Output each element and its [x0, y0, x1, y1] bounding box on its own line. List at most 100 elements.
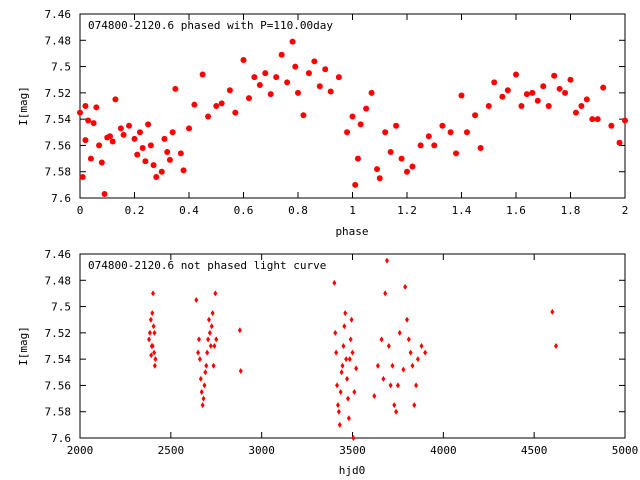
- raw-data-point: [149, 352, 154, 359]
- raw-data-point: [202, 382, 207, 389]
- raw-data-point: [206, 316, 211, 323]
- phased-data-point: [578, 103, 585, 109]
- raw-data-point: [350, 349, 355, 356]
- phased-data-point: [240, 57, 247, 63]
- raw-data-point: [345, 395, 350, 402]
- phased-data-point: [180, 167, 187, 174]
- raw-data-point: [349, 316, 354, 323]
- raw-x-tick-label: 5000: [612, 444, 639, 457]
- phased-data-point: [131, 135, 138, 142]
- phased-data-point: [545, 103, 552, 109]
- raw-x-tick-label: 3000: [248, 444, 275, 457]
- phased-data-point: [251, 74, 258, 81]
- phased-data-point: [447, 129, 454, 136]
- raw-data-point: [196, 336, 201, 343]
- phased-data-point: [572, 109, 579, 116]
- phased-data-point: [439, 122, 446, 129]
- phased-data-point: [504, 87, 511, 94]
- phased-data-point: [136, 129, 143, 136]
- phased-data-point: [278, 51, 285, 58]
- raw-axis-ticks: 2000 2500 3000 3500 4000 4500 5000 7.46 7.48 7.5 7…: [45, 248, 639, 457]
- raw-y-tick-label: 7.46: [45, 248, 72, 261]
- raw-data-point: [337, 421, 342, 428]
- phased-data-point: [153, 173, 160, 180]
- phased-data-point: [213, 103, 220, 109]
- phased-data-point: [540, 83, 547, 90]
- phased-data-point: [485, 103, 492, 109]
- phased-data-point: [142, 158, 149, 165]
- raw-data-point: [354, 365, 359, 372]
- phased-data-point: [158, 168, 165, 175]
- phased-x-tick-label: 1: [349, 204, 356, 217]
- phased-data-point: [79, 173, 86, 180]
- phased-data-point: [172, 85, 179, 92]
- phased-data-point: [491, 79, 498, 86]
- raw-data-point: [151, 323, 156, 330]
- phased-x-tick-label: 1.2: [397, 204, 417, 217]
- phased-x-tick-label: 2: [622, 204, 629, 217]
- raw-data-point: [347, 356, 352, 363]
- phased-data-point: [186, 125, 192, 132]
- phased-x-tick-label: 0.6: [234, 204, 254, 217]
- raw-plot-frame: [79, 253, 626, 439]
- raw-data-point: [199, 389, 204, 395]
- phased-data-point: [166, 156, 173, 163]
- phased-data-point: [161, 135, 168, 142]
- phased-data-point: [273, 74, 280, 81]
- phased-data-point: [431, 142, 438, 149]
- phased-data-point: [262, 70, 269, 77]
- phased-data-point: [93, 104, 100, 111]
- raw-data-point: [372, 392, 377, 399]
- raw-data-point: [385, 257, 390, 264]
- raw-data-point: [419, 343, 424, 349]
- raw-data-point: [196, 349, 201, 356]
- phased-data-point: [150, 162, 157, 169]
- raw-data-point: [238, 367, 243, 374]
- raw-x-tick-label: 2500: [158, 444, 185, 457]
- phased-data-point: [477, 145, 484, 152]
- raw-data-point: [200, 402, 205, 409]
- raw-x-tick-label: 4500: [521, 444, 548, 457]
- raw-data-point: [392, 402, 397, 409]
- raw-y-axis-label: I[mag]: [17, 326, 30, 366]
- raw-data-point: [206, 336, 211, 343]
- raw-data-point: [213, 290, 218, 297]
- phased-data-point: [556, 85, 563, 92]
- phased-data-point: [387, 149, 394, 155]
- phased-data-point: [327, 88, 334, 95]
- raw-data-point: [343, 310, 348, 317]
- raw-data-point: [214, 336, 219, 343]
- phased-data-point: [551, 72, 558, 79]
- raw-data-point: [237, 327, 242, 334]
- raw-data-point: [340, 362, 345, 369]
- phased-data-point: [169, 129, 176, 136]
- raw-data-point: [381, 375, 386, 382]
- phased-data-point: [322, 66, 329, 73]
- raw-y-tick-label: 7.6: [51, 432, 71, 445]
- raw-data-point: [383, 290, 388, 297]
- raw-data-point: [386, 343, 391, 349]
- phased-data-point: [147, 142, 154, 149]
- raw-data-point: [412, 402, 417, 409]
- raw-y-tick-label: 7.54: [45, 353, 72, 366]
- phased-data-point: [232, 109, 239, 116]
- raw-data-point: [151, 290, 156, 297]
- phased-data-point: [245, 95, 252, 102]
- raw-data-point: [388, 382, 393, 389]
- raw-data-point: [152, 329, 157, 336]
- raw-data-point: [194, 297, 199, 303]
- phased-data-point: [463, 129, 470, 136]
- raw-y-tick-label: 7.48: [45, 274, 72, 287]
- raw-data-point: [348, 336, 353, 343]
- raw-data-point: [346, 415, 351, 422]
- raw-data-point: [210, 310, 215, 317]
- raw-data-point: [150, 343, 155, 349]
- phased-data-points: [77, 38, 628, 198]
- phased-axis-ticks: 0 0.2 0.4 0.6 0.8 1 1.2 1.4 1.6 1.8 2 7.46 7.48 7.5 7.…: [45, 8, 629, 217]
- phased-data-point: [458, 92, 465, 99]
- phased-data-point: [90, 120, 97, 127]
- phased-y-tick-label: 7.52: [45, 87, 72, 100]
- phased-data-point: [139, 145, 146, 152]
- phased-data-point: [376, 175, 383, 182]
- raw-x-axis-label: hjd0: [339, 464, 366, 477]
